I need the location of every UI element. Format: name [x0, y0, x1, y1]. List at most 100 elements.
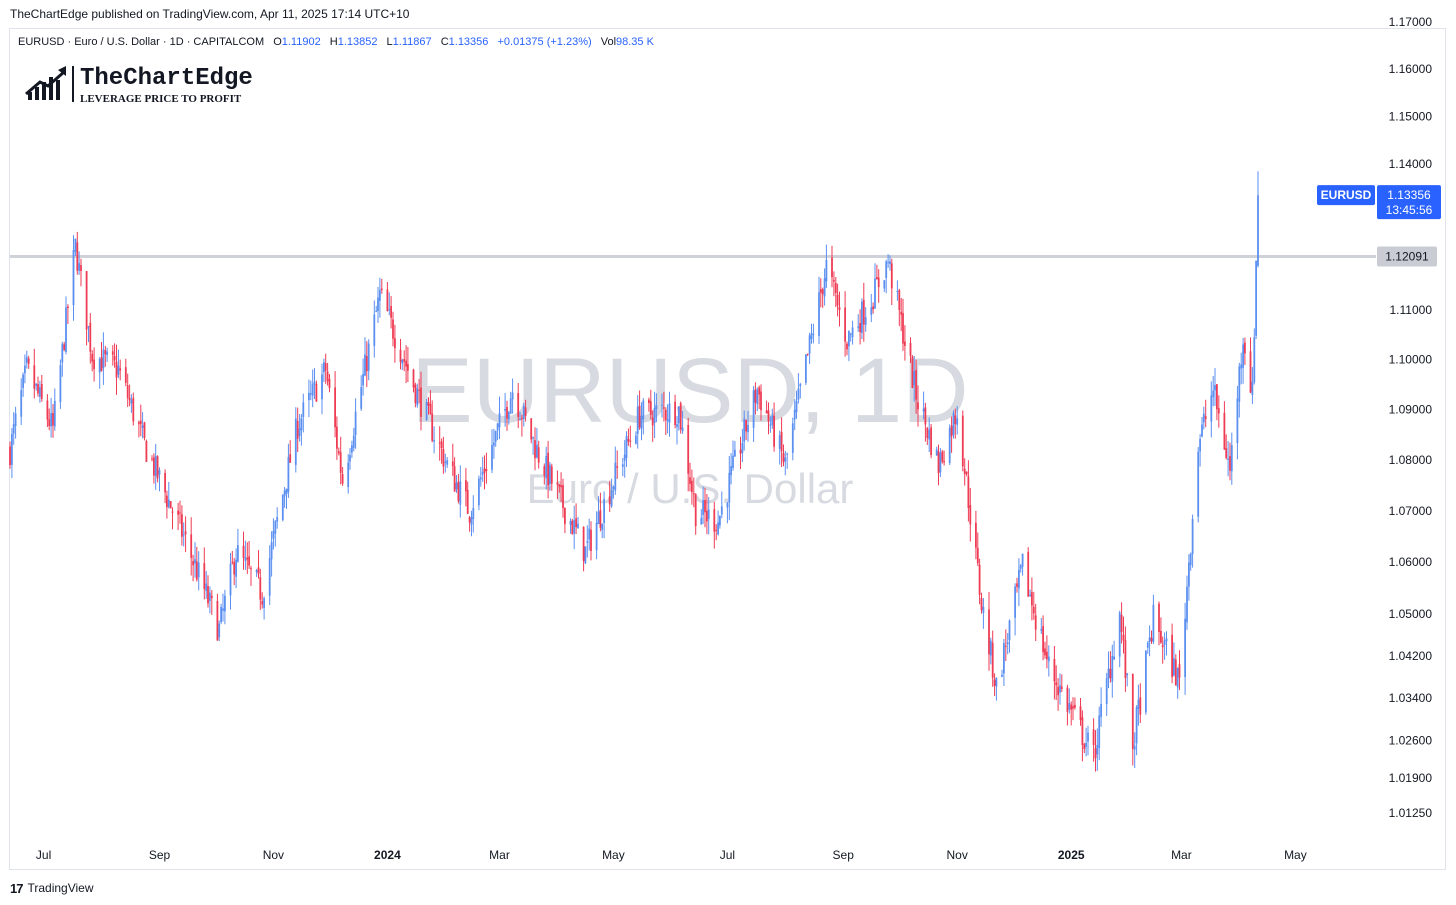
candle-body [257, 567, 260, 574]
candle-body [451, 461, 454, 467]
x-tick-label: Nov [947, 848, 968, 862]
candle-body [300, 418, 303, 431]
candle-body [80, 265, 82, 271]
candle-body [130, 399, 133, 404]
candle-body [1047, 656, 1050, 662]
candle-body [39, 387, 41, 397]
candle-body [823, 278, 826, 297]
candle-body [890, 263, 893, 289]
candle-body [1201, 424, 1203, 437]
candle-body [623, 454, 626, 461]
candle-body [177, 510, 179, 515]
candle-body [364, 354, 366, 376]
candle-body [156, 456, 159, 479]
candle-body [1238, 366, 1241, 402]
candle-body [549, 464, 551, 485]
candle-body [453, 466, 456, 492]
candle-body [969, 505, 972, 525]
candle-body [270, 542, 273, 560]
candle-body [1255, 260, 1257, 336]
x-tick-label: 2024 [374, 848, 401, 862]
candle-body [928, 429, 931, 440]
candle-body [1210, 395, 1213, 422]
candlestick-series [9, 171, 1259, 772]
x-tick-label: May [1284, 848, 1307, 862]
candle-body [1229, 456, 1231, 471]
candle-body [1074, 704, 1076, 708]
candle-body [694, 494, 697, 527]
price-axis[interactable]: 1.170001.160001.150001.140001.130001.120… [1389, 15, 1433, 820]
candle-body [336, 426, 338, 449]
candle-body [806, 353, 809, 355]
candle-body [864, 317, 867, 325]
candle-body [224, 595, 226, 612]
brand-logo: TheChartEdge LEVERAGE PRICE TO PROFIT [25, 65, 253, 105]
legend-volume: 98.35 K [616, 36, 655, 48]
candle-body [655, 405, 658, 409]
brand-chart-icon [25, 66, 74, 102]
candle-body [394, 338, 396, 349]
candle-body [922, 408, 925, 412]
candle-body [846, 343, 848, 350]
candle-body [399, 349, 402, 362]
candle-body [498, 413, 501, 428]
candle-body [1019, 565, 1022, 569]
candle-body [967, 476, 970, 508]
candle-body [861, 301, 863, 333]
candle-body [1018, 569, 1020, 589]
y-tick-label: 1.01250 [1389, 806, 1433, 820]
candle-body [558, 484, 561, 487]
candle-body [33, 365, 36, 389]
candle-body [220, 607, 222, 623]
candle-body [380, 288, 383, 290]
time-axis[interactable]: Jul Sep Nov 2024 Mar May Jul Sep Nov 2025 Mar May [36, 848, 1307, 862]
candle-body [494, 430, 497, 442]
candle-body [321, 374, 323, 400]
candle-body [582, 526, 585, 561]
y-tick-label: 1.06000 [1389, 555, 1433, 569]
candle-body [405, 360, 407, 367]
candle-body [1230, 445, 1233, 472]
candle-body [91, 353, 94, 362]
candle-body [429, 404, 432, 415]
candle-body [287, 457, 290, 493]
candle-body [98, 358, 101, 373]
candle-body [935, 449, 938, 456]
candle-body [465, 480, 467, 492]
candle-body [153, 457, 155, 476]
candle-body [1236, 398, 1239, 444]
candle-body [403, 359, 406, 362]
candle-body [20, 390, 23, 417]
candle-body [1057, 686, 1059, 696]
candle-body [1070, 704, 1073, 710]
candle-body [1120, 614, 1123, 633]
candle-body [205, 583, 208, 591]
candle-body [1223, 412, 1226, 450]
candle-body [481, 472, 484, 475]
candle-body [1242, 344, 1244, 368]
candle-body [784, 457, 787, 462]
candle-body [952, 413, 955, 435]
candle-body [1152, 604, 1155, 643]
candle-body [365, 356, 368, 372]
candle-body [1249, 351, 1252, 393]
candle-body [362, 374, 364, 386]
candle-body [1227, 458, 1229, 460]
candle-body [128, 397, 131, 400]
candle-body [192, 561, 194, 566]
legend-high: 1.13852 [338, 36, 378, 48]
candle-body [442, 449, 445, 467]
candle-body [431, 413, 434, 441]
candle-body [35, 384, 38, 386]
candle-body [106, 351, 108, 355]
candle-body [268, 558, 271, 596]
candle-body [242, 545, 245, 558]
candle-body [756, 389, 759, 405]
candle-body [1068, 703, 1071, 710]
candle-body [1046, 651, 1048, 660]
candle-body [87, 326, 90, 328]
candle-body [661, 404, 663, 406]
candle-body [379, 289, 381, 301]
x-tick-label: 2025 [1058, 848, 1085, 862]
